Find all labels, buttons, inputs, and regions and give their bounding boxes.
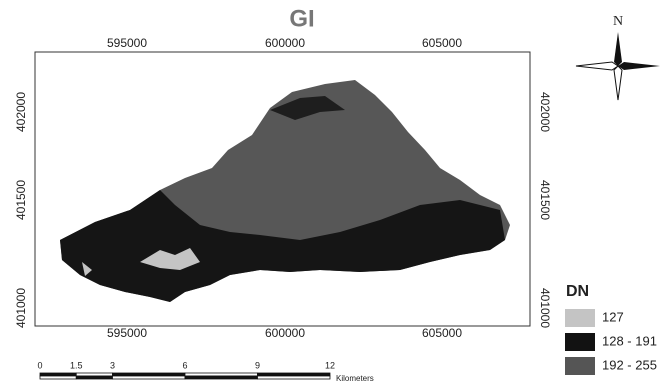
legend-swatch (565, 357, 595, 375)
north-arrow: N (576, 14, 660, 100)
scale-segment (40, 373, 76, 376)
scale-segment (185, 376, 258, 379)
scale-segment (258, 373, 331, 376)
legend-swatch (565, 333, 595, 351)
scale-segment (113, 376, 186, 379)
scale-segment (113, 373, 186, 376)
legend-title: DN (566, 283, 589, 300)
x-coordinate-bottom: 600000 (265, 326, 305, 340)
x-coordinate-top: 600000 (265, 36, 305, 50)
north-label: N (613, 14, 623, 29)
scale-label: 12 (325, 360, 335, 370)
map-page: GI N DN 59500059500060000060000060500060… (0, 0, 662, 385)
x-coordinate-top: 595000 (107, 36, 147, 50)
scale-segment (76, 373, 112, 376)
scale-label: 6 (182, 360, 187, 370)
scale-unit: Kilometers (336, 374, 374, 383)
legend-label: 128 - 191 (602, 333, 657, 348)
y-coordinate-right: 402000 (538, 92, 552, 132)
y-coordinate-right: 401500 (538, 180, 552, 220)
scale-segment (258, 376, 331, 379)
scale-label: 3 (110, 360, 115, 370)
x-coordinate-bottom: 595000 (107, 326, 147, 340)
x-coordinate-bottom: 605000 (422, 326, 462, 340)
y-coordinate-left: 401000 (14, 288, 28, 328)
scale-segment (40, 376, 76, 379)
scale-segment (76, 376, 112, 379)
scale-label: 1.5 (70, 360, 83, 370)
x-coordinate-top: 605000 (422, 36, 462, 50)
scale-label: 9 (255, 360, 260, 370)
legend-label: 127 (602, 309, 624, 324)
legend-swatch (565, 309, 595, 327)
scale-segment (185, 373, 258, 376)
legend-label: 192 - 255 (602, 357, 657, 372)
y-coordinate-left: 401500 (14, 180, 28, 220)
map-title: GI (289, 5, 314, 32)
scale-label: 0 (37, 360, 42, 370)
y-coordinate-right: 401000 (538, 288, 552, 328)
y-coordinate-left: 402000 (14, 92, 28, 132)
